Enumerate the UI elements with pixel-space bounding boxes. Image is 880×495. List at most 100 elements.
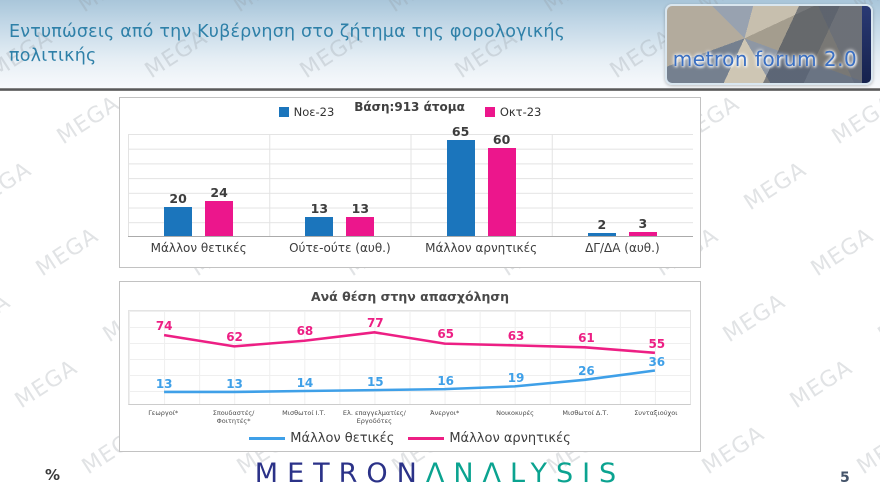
bar-chart-category-axis: Μάλλον θετικές Ούτε-ούτε (αυθ.) Μάλλον αρν…	[128, 241, 693, 255]
line-chart-category-axis: Γεωργοί* Σπουδαστές/Φοιτητές* Μισθωτοί Ι.Τ…	[128, 409, 691, 426]
bar-category-label: Μάλλον θετικές	[150, 241, 247, 255]
bar	[346, 216, 375, 236]
bar-with-label: 13	[346, 200, 375, 236]
mega-watermark: MEGA	[718, 289, 791, 348]
line-point-label: 65	[437, 327, 455, 342]
line-point-label: 15	[366, 374, 384, 389]
line-point-label: 63	[507, 329, 525, 344]
bar-value-label: 65	[451, 124, 470, 140]
metron-analysis-logo: METRONΛNΛLYSIS	[0, 458, 880, 489]
bar-with-label: 20	[164, 190, 193, 236]
bar-category-label: ΔΓ/ΔΑ (αυθ.)	[585, 241, 660, 255]
bar	[164, 206, 193, 236]
legend-swatch	[484, 107, 495, 117]
bar-with-label: 65	[446, 124, 475, 236]
line-category-label: Νοικοκυρές	[496, 409, 535, 417]
bar-category-group: 65 60	[411, 124, 552, 236]
legend-item: Μάλλον αρνητικές	[408, 431, 571, 446]
metron-analysis-logo-part1: METRON	[254, 458, 426, 489]
line-category-label: Σπουδαστές/Φοιτητές*	[212, 409, 255, 426]
bar-chart-legend: Νοε-23 Βάση:913 άτομα Οκτ-23	[120, 100, 700, 119]
bar-value-label: 20	[169, 190, 187, 206]
line-category-label: Μισθωτοί Δ.Τ.	[562, 409, 609, 417]
bar-with-label: 24	[205, 184, 234, 236]
bar-category-label: Μάλλον αρνητικές	[425, 241, 538, 255]
bar-value-label: 2	[597, 217, 607, 233]
line-chart-svg	[163, 331, 656, 394]
bar-chart-plot: 20 24 13 13 65 60 2 3	[128, 124, 693, 237]
bar-with-label: 3	[628, 215, 657, 236]
bar	[487, 147, 516, 236]
legend-line-swatch	[408, 437, 445, 440]
line-series	[163, 331, 656, 355]
line-point-label: 16	[437, 373, 455, 388]
bar-value-label: 60	[492, 131, 511, 147]
metron-forum-logo: metron forum 2.0	[665, 4, 873, 85]
mega-watermark: MEGA	[0, 157, 37, 216]
bar-with-label: 13	[305, 200, 334, 236]
line-category-label: Συνταξιούχοι	[634, 409, 678, 417]
legend-label: Νοε-23	[293, 105, 335, 119]
metron-analysis-logo-part2: ΛNΛLYSIS	[425, 458, 626, 489]
mega-watermark: MEGA	[827, 91, 880, 150]
mega-watermark: MEGA	[52, 91, 125, 150]
line-chart-panel: Ανά θέση στην απασχόληση 13 13 14 15 16 19 26 3…	[119, 281, 701, 452]
line-point-label: 61	[578, 331, 595, 346]
bar-with-label: 2	[587, 217, 616, 236]
mega-watermark: MEGA	[806, 223, 879, 282]
bar-category-group: 13 13	[269, 134, 410, 236]
legend-label: Μάλλον θετικές	[290, 431, 395, 446]
legend-item-oct: Οκτ-23	[484, 105, 542, 119]
bar	[587, 233, 616, 236]
mega-watermark: MEGA	[31, 223, 104, 282]
bar-value-label: 13	[310, 200, 329, 216]
bar-with-label: 60	[487, 131, 516, 236]
legend-label: Μάλλον αρνητικές	[449, 431, 571, 446]
line-point-label: 74	[155, 318, 173, 333]
line-category-label: Μισθωτοί Ι.Τ.	[282, 409, 326, 417]
line-category-label: Ελ. επαγγελματίες/ Εργοδότες	[342, 409, 406, 426]
bar	[305, 216, 334, 236]
line-chart-legend: Μάλλον θετικές Μάλλον αρνητικές	[120, 431, 700, 446]
base-size-label: Βάση:913 άτομα	[354, 100, 465, 114]
bar-category-group: 20 24	[128, 134, 269, 236]
bar-value-label: 3	[638, 215, 648, 231]
page-title: Εντυπώσεις από την Κυβέρνηση στο ζήτημα …	[9, 22, 566, 67]
line-point-label: 62	[226, 330, 243, 345]
bar	[205, 200, 234, 236]
legend-item-nov: Νοε-23	[278, 105, 335, 119]
percent-unit-label: %	[45, 466, 61, 484]
line-point-label: 26	[578, 364, 595, 379]
line-point-label: 13	[155, 376, 173, 391]
bar-value-label: 13	[351, 200, 370, 216]
line-series	[164, 369, 656, 394]
bar	[446, 140, 475, 236]
mega-watermark: MEGA	[739, 157, 812, 216]
line-point-label: 68	[296, 324, 314, 339]
bar-category-label: Ούτε-ούτε (αυθ.)	[289, 241, 391, 255]
mega-watermark: MEGA	[785, 355, 858, 414]
mega-watermark: MEGA	[10, 355, 83, 414]
line-point-label: 13	[226, 376, 243, 391]
legend-swatch	[278, 107, 289, 117]
legend-item: Μάλλον θετικές	[249, 431, 394, 446]
line-chart-plot: 13 13 14 15 16 19 26 36 74 62 68 77 65 63 61 55	[128, 310, 691, 405]
bar	[628, 231, 657, 236]
bar-chart-panel: Νοε-23 Βάση:913 άτομα Οκτ-23 20 24 13 13 65 6…	[119, 97, 701, 268]
line-point-label: 36	[648, 354, 666, 369]
mega-watermark: MEGA	[0, 289, 16, 348]
legend-label: Οκτ-23	[499, 105, 542, 119]
legend-line-swatch	[249, 437, 286, 440]
line-point-label: 19	[507, 370, 525, 385]
header-separator	[0, 88, 880, 91]
line-category-label: Γεωργοί*	[148, 409, 179, 417]
page-number: 5	[840, 470, 850, 486]
line-point-label: 77	[366, 315, 384, 330]
line-point-label: 55	[648, 336, 666, 351]
bar-value-label: 24	[210, 184, 228, 200]
line-category-label: Άνεργοι*	[430, 409, 460, 417]
mega-watermark: MEGA	[873, 289, 880, 348]
line-chart-title: Ανά θέση στην απασχόληση	[310, 289, 510, 304]
